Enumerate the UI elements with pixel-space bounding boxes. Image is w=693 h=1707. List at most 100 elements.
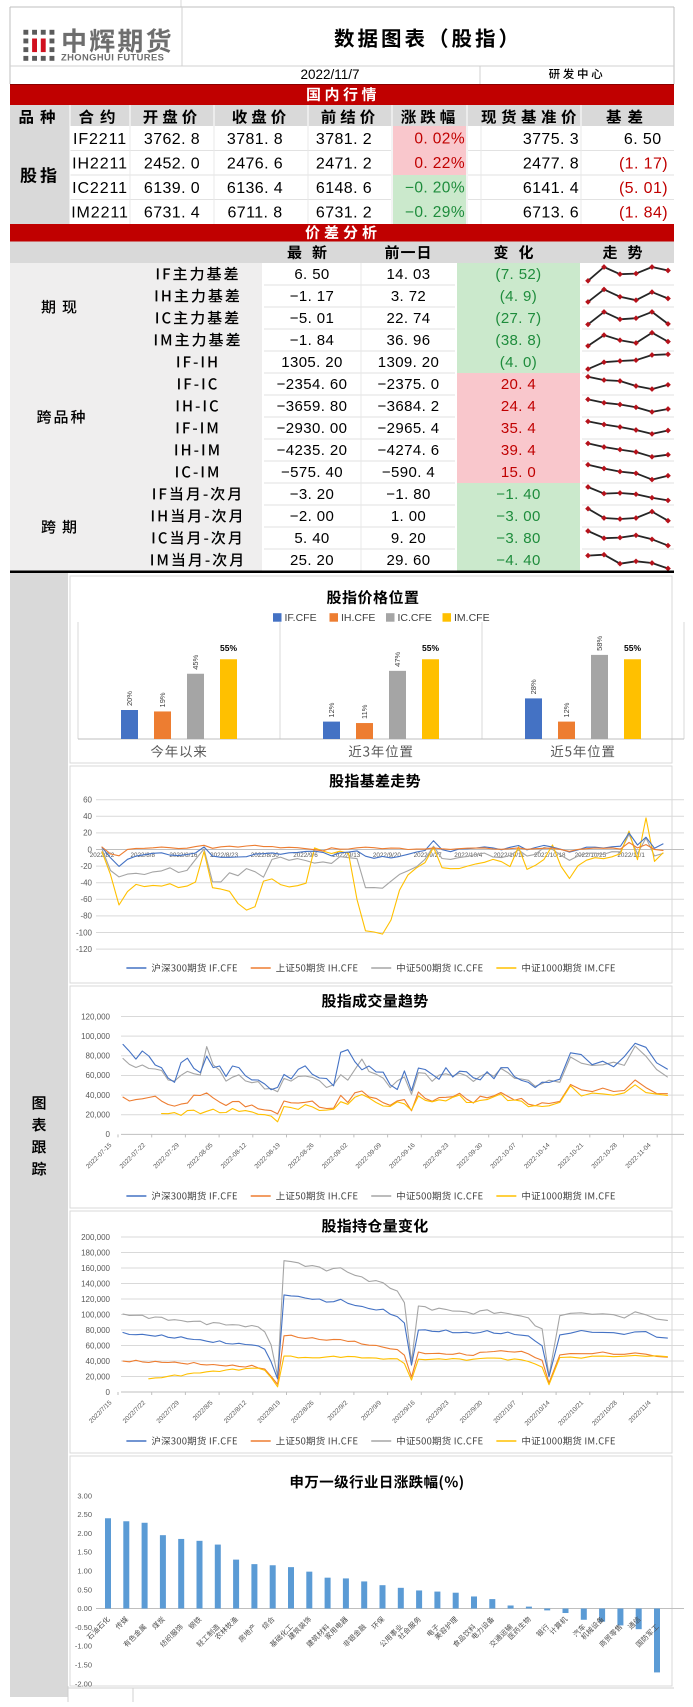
svg-text:−2354. 60: −2354. 60 xyxy=(277,376,348,393)
svg-text:22. 74: 22. 74 xyxy=(386,310,430,327)
svg-text:6711. 8: 6711. 8 xyxy=(228,204,283,221)
svg-text:2022/9/6: 2022/9/6 xyxy=(293,852,318,859)
svg-text:0: 0 xyxy=(106,1388,111,1397)
svg-text:19%: 19% xyxy=(158,692,167,707)
svg-text:20. 4: 20. 4 xyxy=(501,376,536,393)
svg-text:58%: 58% xyxy=(595,636,604,651)
svg-text:-0.50: -0.50 xyxy=(75,1623,92,1632)
svg-text:180,000: 180,000 xyxy=(81,1248,110,1257)
svg-text:(1. 84): (1. 84) xyxy=(619,204,668,221)
svg-text:20%: 20% xyxy=(125,691,134,706)
svg-text:2022/11/1: 2022/11/1 xyxy=(617,852,645,859)
svg-text:120,000: 120,000 xyxy=(81,1295,110,1304)
svg-text:−2965. 4: −2965. 4 xyxy=(377,420,439,437)
svg-text:−3659. 80: −3659. 80 xyxy=(277,398,348,415)
svg-text:−4274. 6: −4274. 6 xyxy=(377,442,439,459)
svg-text:1309. 20: 1309. 20 xyxy=(378,354,440,371)
svg-text:25. 20: 25. 20 xyxy=(290,552,334,569)
svg-text:2022/8/2: 2022/8/2 xyxy=(90,852,115,859)
svg-text:-1.00: -1.00 xyxy=(75,1642,92,1651)
svg-text:80,000: 80,000 xyxy=(86,1326,111,1335)
svg-text:6. 50: 6. 50 xyxy=(624,131,662,148)
svg-text:-2.00: -2.00 xyxy=(75,1679,92,1688)
svg-text:1305. 20: 1305. 20 xyxy=(281,354,343,371)
svg-text:0: 0 xyxy=(88,845,93,854)
svg-text:-80: -80 xyxy=(80,912,92,921)
svg-text:3.00: 3.00 xyxy=(77,1491,92,1500)
svg-text:−3. 00: −3. 00 xyxy=(496,508,541,525)
svg-text:60,000: 60,000 xyxy=(86,1341,111,1350)
svg-text:55%: 55% xyxy=(220,643,237,653)
svg-text:6731. 4: 6731. 4 xyxy=(144,204,200,221)
svg-text:2452. 0: 2452. 0 xyxy=(144,155,200,172)
svg-text:-1.50: -1.50 xyxy=(75,1661,92,1670)
svg-text:(5. 01): (5. 01) xyxy=(619,180,668,197)
svg-text:IC.CFE: IC.CFE xyxy=(398,612,432,624)
svg-text:20: 20 xyxy=(83,829,92,838)
svg-text:−2. 00: −2. 00 xyxy=(290,508,335,525)
svg-text:24. 4: 24. 4 xyxy=(501,398,536,415)
svg-text:35. 4: 35. 4 xyxy=(501,420,536,437)
svg-text:20,000: 20,000 xyxy=(86,1111,111,1120)
svg-text:(7. 52): (7. 52) xyxy=(495,266,541,283)
svg-text:0. 22%: 0. 22% xyxy=(414,155,465,172)
svg-text:160,000: 160,000 xyxy=(81,1264,110,1273)
svg-text:100,000: 100,000 xyxy=(81,1032,110,1041)
svg-text:IC2211: IC2211 xyxy=(72,180,128,197)
svg-text:−0. 29%: −0. 29% xyxy=(405,204,465,221)
svg-text:6148. 6: 6148. 6 xyxy=(316,180,372,197)
svg-text:−2375. 0: −2375. 0 xyxy=(377,376,439,393)
svg-text:36. 96: 36. 96 xyxy=(386,332,430,349)
svg-text:−1. 40: −1. 40 xyxy=(496,486,541,503)
svg-text:3762. 8: 3762. 8 xyxy=(144,131,200,148)
svg-text:2476. 6: 2476. 6 xyxy=(227,155,283,172)
svg-text:IM.CFE: IM.CFE xyxy=(454,612,490,624)
svg-text:11%: 11% xyxy=(360,704,369,719)
svg-text:IF.CFE: IF.CFE xyxy=(285,612,317,624)
svg-text:15. 0: 15. 0 xyxy=(501,464,536,481)
svg-text:12%: 12% xyxy=(327,702,336,717)
svg-text:6713. 6: 6713. 6 xyxy=(523,204,579,221)
svg-text:0. 02%: 0. 02% xyxy=(414,131,465,148)
svg-text:55%: 55% xyxy=(422,643,439,653)
svg-text:6731. 2: 6731. 2 xyxy=(316,204,372,221)
svg-text:2.50: 2.50 xyxy=(77,1510,92,1519)
svg-text:6. 50: 6. 50 xyxy=(294,266,329,283)
svg-text:60: 60 xyxy=(83,796,92,805)
svg-text:6139. 0: 6139. 0 xyxy=(144,180,200,197)
svg-text:14. 03: 14. 03 xyxy=(386,266,430,283)
svg-text:−5. 01: −5. 01 xyxy=(290,310,335,327)
svg-text:2022/11/7: 2022/11/7 xyxy=(300,67,359,82)
svg-text:40: 40 xyxy=(83,812,92,821)
svg-text:55%: 55% xyxy=(624,643,641,653)
svg-text:0.50: 0.50 xyxy=(77,1585,92,1594)
svg-text:2022/9/13: 2022/9/13 xyxy=(332,852,361,859)
svg-text:40,000: 40,000 xyxy=(86,1357,111,1366)
svg-text:−1. 80: −1. 80 xyxy=(386,486,431,503)
svg-text:ZHONGHUI FUTURES: ZHONGHUI FUTURES xyxy=(61,52,164,63)
svg-text:−3. 20: −3. 20 xyxy=(290,486,335,503)
svg-text:−0. 20%: −0. 20% xyxy=(405,180,465,197)
svg-text:6136. 4: 6136. 4 xyxy=(227,180,283,197)
svg-text:1. 00: 1. 00 xyxy=(391,508,426,525)
svg-text:9. 20: 9. 20 xyxy=(391,530,426,547)
svg-text:29. 60: 29. 60 xyxy=(386,552,430,569)
svg-text:47%: 47% xyxy=(393,652,402,667)
svg-text:−590. 4: −590. 4 xyxy=(382,464,435,481)
svg-text:−1. 17: −1. 17 xyxy=(290,288,335,305)
svg-text:1.00: 1.00 xyxy=(77,1567,92,1576)
svg-text:2022/8/16: 2022/8/16 xyxy=(169,852,198,859)
svg-text:-60: -60 xyxy=(80,895,92,904)
svg-text:0: 0 xyxy=(106,1130,111,1139)
svg-text:200,000: 200,000 xyxy=(81,1233,110,1242)
svg-text:40,000: 40,000 xyxy=(86,1091,111,1100)
svg-text:−3. 80: −3. 80 xyxy=(496,530,541,547)
svg-text:2022/8/30: 2022/8/30 xyxy=(251,852,280,859)
svg-text:−3684. 2: −3684. 2 xyxy=(377,398,439,415)
svg-text:120,000: 120,000 xyxy=(81,1012,110,1021)
svg-text:0.00: 0.00 xyxy=(77,1604,92,1613)
svg-text:100,000: 100,000 xyxy=(81,1310,110,1319)
svg-text:−575. 40: −575. 40 xyxy=(281,464,343,481)
svg-text:140,000: 140,000 xyxy=(81,1279,110,1288)
svg-text:IM2211: IM2211 xyxy=(71,204,129,221)
